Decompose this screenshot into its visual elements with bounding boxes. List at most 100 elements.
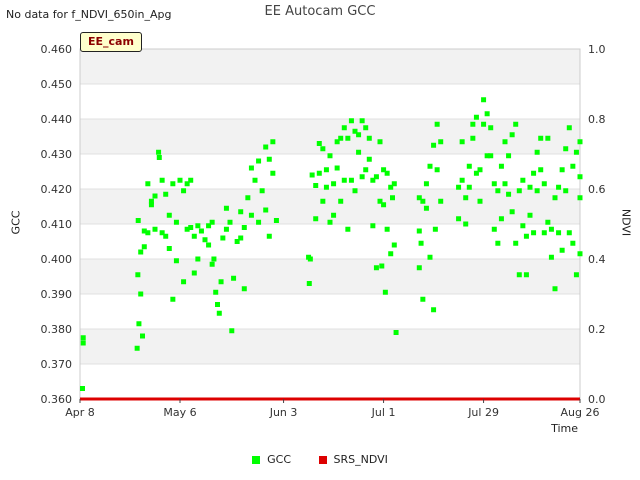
plot-band bbox=[80, 49, 580, 84]
gcc-point bbox=[431, 142, 437, 148]
gcc-point bbox=[573, 272, 579, 278]
gcc-point bbox=[188, 225, 194, 230]
gcc-point bbox=[527, 212, 533, 218]
gcc-point bbox=[545, 135, 551, 141]
gcc-point bbox=[416, 265, 422, 271]
gcc-point bbox=[456, 216, 462, 222]
gcc-point bbox=[502, 139, 508, 145]
gcc-point bbox=[198, 228, 204, 234]
x-axis-ticks: Apr 8 May 6 Jun 3 Jul 1 Jul 29 Aug 26 bbox=[65, 399, 599, 419]
gcc-point bbox=[473, 114, 479, 120]
legend-item-gcc[interactable]: GCC bbox=[252, 453, 291, 466]
gcc-point bbox=[506, 153, 512, 159]
gcc-point bbox=[538, 167, 544, 173]
gcc-point bbox=[484, 153, 490, 159]
gcc-point bbox=[459, 139, 465, 145]
gcc-point bbox=[427, 254, 433, 260]
x-tick-label: May 6 bbox=[163, 406, 196, 419]
gcc-point bbox=[141, 228, 147, 234]
y2-tick-label: 0.4 bbox=[588, 253, 606, 266]
legend: GCC SRS_NDVI bbox=[0, 453, 640, 467]
gcc-point bbox=[559, 167, 565, 173]
gcc-point bbox=[313, 183, 319, 188]
gcc-point bbox=[241, 225, 247, 230]
gcc-point bbox=[263, 144, 269, 150]
gcc-point bbox=[377, 198, 383, 204]
y-axis-right-ticks: 0.0 0.2 0.4 0.6 0.8 1.0 bbox=[588, 43, 606, 406]
gcc-point bbox=[498, 163, 504, 169]
gcc-point bbox=[391, 181, 397, 187]
gcc-point bbox=[238, 235, 244, 241]
gcc-point bbox=[195, 223, 201, 229]
gcc-point bbox=[316, 170, 322, 176]
legend-item-srs-ndvi[interactable]: SRS_NDVI bbox=[318, 453, 388, 466]
gcc-point bbox=[188, 177, 194, 183]
gcc-point bbox=[223, 226, 229, 232]
y2-tick-label: 0.2 bbox=[588, 323, 606, 336]
gcc-point bbox=[538, 135, 544, 141]
plot-band bbox=[80, 119, 580, 154]
gcc-point bbox=[152, 193, 158, 199]
gcc-point bbox=[148, 198, 154, 204]
gcc-point bbox=[359, 174, 365, 180]
gcc-point bbox=[141, 244, 147, 250]
gcc-point bbox=[306, 281, 312, 286]
gcc-point bbox=[459, 177, 465, 183]
gcc-point bbox=[534, 188, 540, 194]
gcc-point bbox=[363, 167, 369, 173]
gcc-point bbox=[577, 251, 583, 257]
gcc-point bbox=[513, 240, 519, 246]
gcc-point bbox=[356, 149, 362, 155]
gcc-point bbox=[345, 226, 351, 232]
gcc-point bbox=[502, 181, 508, 187]
gcc-point bbox=[352, 188, 358, 194]
gcc-point bbox=[466, 163, 472, 169]
gcc-point bbox=[273, 218, 279, 223]
y-tick-label: 0.360 bbox=[41, 393, 73, 406]
gcc-point bbox=[527, 184, 533, 190]
gcc-point bbox=[477, 167, 483, 173]
gcc-point bbox=[352, 128, 358, 134]
gcc-point bbox=[484, 111, 490, 117]
gcc-point bbox=[366, 135, 372, 141]
gcc-point bbox=[202, 237, 208, 243]
gcc-point bbox=[220, 235, 226, 241]
gcc-point bbox=[256, 158, 262, 164]
gcc-point bbox=[456, 184, 462, 190]
gcc-point bbox=[388, 251, 394, 257]
gcc-point bbox=[195, 256, 201, 262]
gcc-point bbox=[320, 198, 326, 204]
gcc-point bbox=[381, 167, 387, 173]
gcc-point bbox=[218, 279, 224, 285]
gcc-point bbox=[541, 181, 547, 187]
gcc-point bbox=[573, 149, 579, 155]
gcc-point bbox=[577, 174, 583, 180]
gcc-point bbox=[248, 165, 254, 171]
gcc-point bbox=[206, 242, 212, 248]
gcc-point bbox=[463, 195, 469, 201]
gcc-point bbox=[206, 223, 212, 229]
gcc-point bbox=[423, 181, 429, 187]
gcc-point bbox=[323, 167, 329, 173]
gcc-point bbox=[229, 328, 235, 334]
gcc-point bbox=[173, 258, 179, 264]
gcc-point bbox=[466, 184, 472, 190]
gcc-point bbox=[184, 226, 190, 232]
gcc-point bbox=[140, 333, 145, 339]
gcc-point bbox=[80, 335, 86, 341]
gcc-point bbox=[498, 216, 504, 222]
y2-axis-label: NDVI bbox=[619, 208, 633, 237]
gcc-point bbox=[481, 121, 487, 127]
gcc-point bbox=[145, 181, 151, 187]
gcc-point bbox=[556, 184, 562, 190]
gcc-point bbox=[520, 177, 526, 183]
legend-label-srs-ndvi: SRS_NDVI bbox=[333, 453, 388, 466]
legend-swatch-gcc bbox=[252, 455, 261, 464]
gcc-point bbox=[215, 302, 220, 307]
gcc-point bbox=[470, 135, 476, 141]
gcc-point bbox=[191, 270, 197, 276]
gcc-point bbox=[341, 125, 347, 131]
gcc-point bbox=[327, 153, 333, 159]
plot-band bbox=[80, 294, 580, 329]
gcc-point bbox=[570, 163, 576, 169]
